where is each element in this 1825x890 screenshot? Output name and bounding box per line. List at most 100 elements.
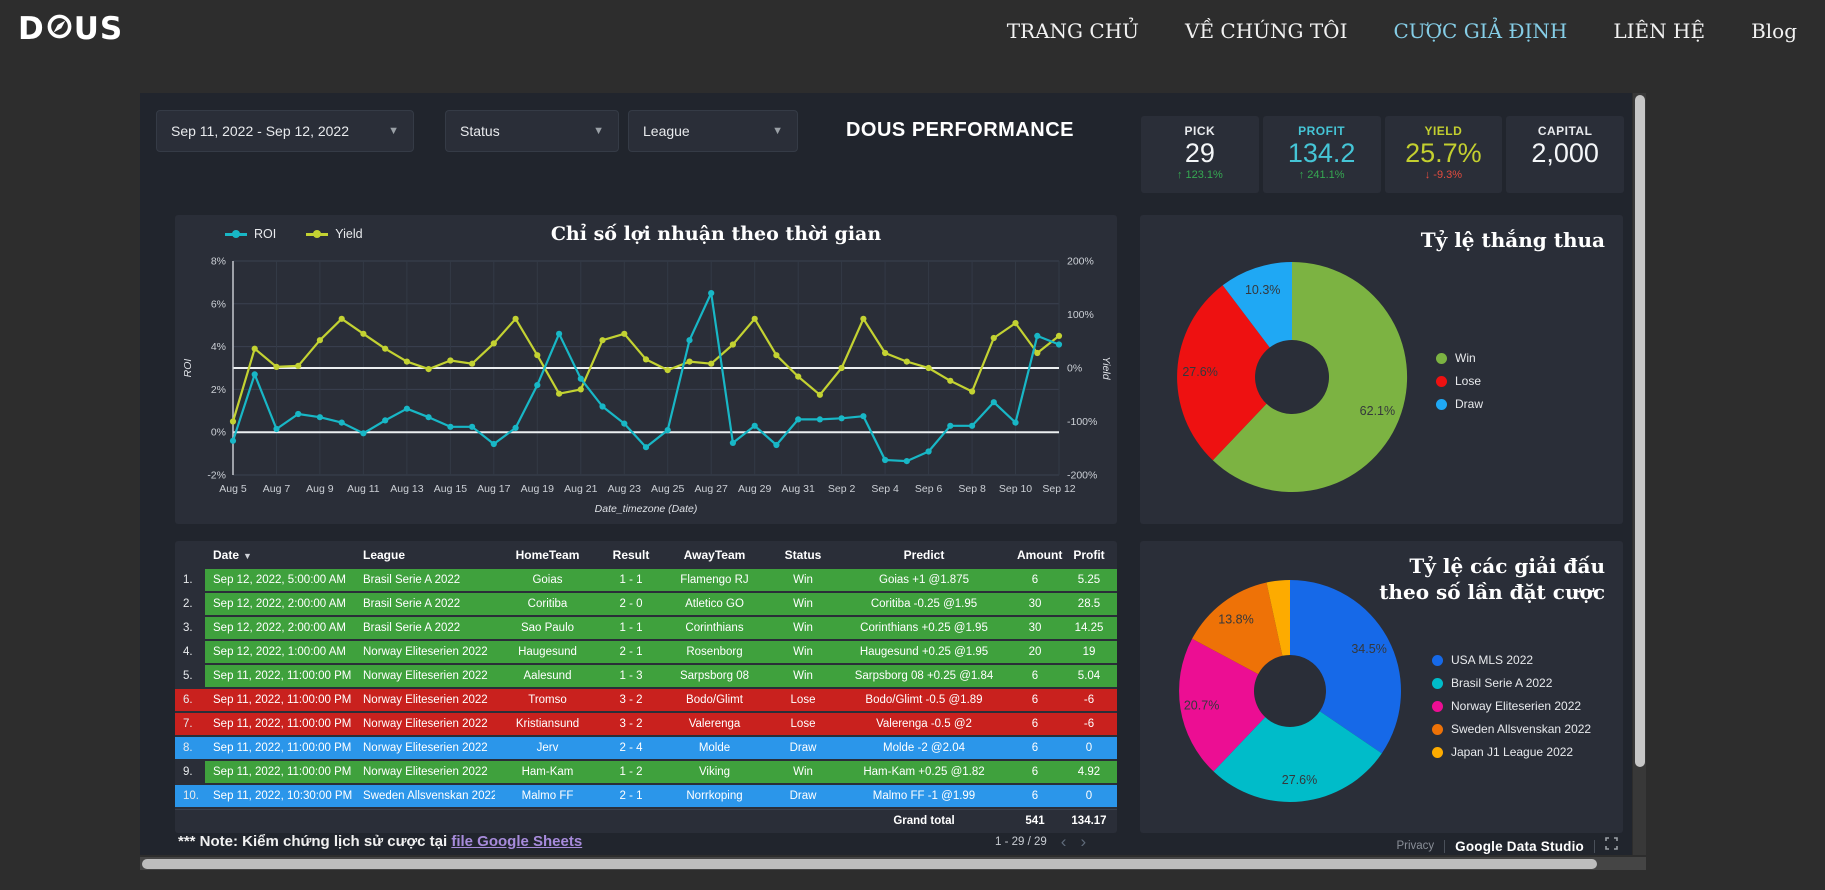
svg-text:27.6%: 27.6% xyxy=(1282,773,1317,787)
column-header[interactable]: League xyxy=(363,548,406,562)
pagination-label: 1 - 29 / 29 xyxy=(995,836,1047,848)
nav-link-contact[interactable]: LIÊN HỆ xyxy=(1613,19,1706,43)
table-cell: 1 - 1 xyxy=(600,569,662,591)
league-filter[interactable]: League ▼ xyxy=(628,110,798,152)
table-cell: 6 xyxy=(1009,689,1061,711)
column-header[interactable]: Date ▼ xyxy=(213,548,252,562)
svg-text:Aug 11: Aug 11 xyxy=(347,483,380,495)
chevron-down-icon: ▼ xyxy=(772,125,783,137)
table-cell: Corinthians xyxy=(662,617,767,639)
svg-text:Aug 21: Aug 21 xyxy=(564,483,597,495)
column-header[interactable]: Predict xyxy=(903,548,945,562)
grand-total-row: Grand total 541 134.17 xyxy=(175,809,1117,832)
table-cell: Norway Eliteserien 2022 xyxy=(355,761,495,783)
svg-text:13.8%: 13.8% xyxy=(1218,613,1253,627)
column-header[interactable]: HomeTeam xyxy=(515,548,580,562)
site-logo[interactable]: D US xyxy=(18,10,123,48)
svg-text:ROI: ROI xyxy=(182,359,194,378)
horizontal-scrollbar xyxy=(140,857,1646,870)
svg-text:Sep 6: Sep 6 xyxy=(915,483,943,495)
table-cell: Valerenga xyxy=(662,713,767,735)
nav-link-blog[interactable]: Blog xyxy=(1751,19,1797,43)
table-cell: Draw xyxy=(767,737,839,759)
table-cell: 19 xyxy=(1061,641,1117,663)
table-cell: 2 - 0 xyxy=(600,593,662,615)
column-header[interactable]: Profit xyxy=(1073,548,1105,562)
logo-text-left: D xyxy=(18,11,45,47)
column-header[interactable]: Status xyxy=(784,548,822,562)
date-range-filter[interactable]: Sep 11, 2022 - Sep 12, 2022 ▼ xyxy=(156,110,414,152)
table-cell: 20 xyxy=(1009,641,1061,663)
table-cell: Lose xyxy=(767,689,839,711)
league-share-donut-chart: Tỷ lệ các giải đấu theo số lần đặt cược … xyxy=(1140,541,1623,833)
status-filter-label: Status xyxy=(460,123,500,139)
sort-caret-icon: ▼ xyxy=(243,551,252,561)
legend-dot-icon xyxy=(1432,700,1443,712)
chevron-right-icon[interactable]: › xyxy=(1080,832,1087,851)
svg-text:Aug 27: Aug 27 xyxy=(695,483,728,495)
table-row: 4. Sep 12, 2022, 1:00:00 AM Norway Elitese… xyxy=(175,641,1117,663)
table-row: 1. Sep 12, 2022, 5:00:00 AM Brasil Serie A… xyxy=(175,569,1117,591)
status-filter[interactable]: Status ▼ xyxy=(445,110,619,152)
grand-total-label: Grand total xyxy=(839,809,1009,832)
vertical-scrollbar-thumb[interactable] xyxy=(1634,95,1645,767)
column-header[interactable]: AwayTeam xyxy=(683,548,746,562)
column-header[interactable]: Amount xyxy=(1017,548,1063,562)
google-sheets-link[interactable]: file Google Sheets xyxy=(451,833,583,850)
table-row: 10. Sep 11, 2022, 10:30:00 PM Sweden Allsv… xyxy=(175,785,1117,807)
report-canvas: Sep 11, 2022 - Sep 12, 2022 ▼ Status ▼ L… xyxy=(140,93,1632,855)
table-cell: Win xyxy=(767,641,839,663)
table-cell: 6 xyxy=(1009,713,1061,735)
column-header[interactable]: Result xyxy=(612,548,650,562)
table-cell: Brasil Serie A 2022 xyxy=(355,569,495,591)
table-cell: Bodo/Glimt xyxy=(662,689,767,711)
svg-text:Aug 7: Aug 7 xyxy=(263,483,291,495)
table-cell: Draw xyxy=(767,785,839,807)
kpi-label: PICK xyxy=(1184,124,1216,138)
svg-text:Aug 9: Aug 9 xyxy=(306,483,334,495)
legend-dot-icon xyxy=(1432,677,1443,689)
table-cell: 6 xyxy=(1009,785,1061,807)
table-cell: Sep 11, 2022, 11:00:00 PM xyxy=(205,737,355,759)
legend-item: Win xyxy=(1436,351,1483,365)
table-cell: Flamengo RJ xyxy=(662,569,767,591)
legend-item: Draw xyxy=(1436,397,1483,411)
table-cell: 28.5 xyxy=(1061,593,1117,615)
horizontal-scrollbar-thumb[interactable] xyxy=(142,858,1597,869)
kpi-value: 2,000 xyxy=(1531,138,1599,168)
divider xyxy=(1444,839,1446,853)
table-cell: Goias +1 @1.875 xyxy=(839,569,1009,591)
table-cell: 3 - 2 xyxy=(600,713,662,735)
privacy-link[interactable]: Privacy xyxy=(1396,840,1435,852)
table-cell: 3 - 2 xyxy=(600,689,662,711)
legend-item: Lose xyxy=(1436,374,1483,388)
table-cell: 1 - 3 xyxy=(600,665,662,687)
table-cell: 2 - 1 xyxy=(600,785,662,807)
table-cell: Brasil Serie A 2022 xyxy=(355,617,495,639)
google-data-studio-logo[interactable]: Google Data Studio xyxy=(1455,838,1584,854)
nav-link-home[interactable]: TRANG CHỦ xyxy=(1006,19,1139,43)
kpi-delta: ↑ 123.1% xyxy=(1176,169,1223,181)
legend-item: Norway Eliteserien 2022 xyxy=(1432,699,1591,713)
table-cell: 2 - 4 xyxy=(600,737,662,759)
table-cell: 6 xyxy=(1009,737,1061,759)
chevron-left-icon[interactable]: ‹ xyxy=(1060,832,1067,851)
line-chart-title: Chỉ số lợi nhuận theo thời gian xyxy=(550,223,882,245)
nav-link-hypothetical-bets[interactable]: CƯỢC GIẢ ĐỊNH xyxy=(1393,19,1568,43)
table-cell: Atletico GO xyxy=(662,593,767,615)
legend-dot-icon xyxy=(1436,352,1447,364)
svg-text:4%: 4% xyxy=(211,341,226,353)
svg-text:Aug 29: Aug 29 xyxy=(738,483,771,495)
roi-swatch-icon xyxy=(225,230,247,238)
svg-text:Yield: Yield xyxy=(1100,356,1112,380)
table-cell: Sep 12, 2022, 1:00:00 AM xyxy=(205,641,355,663)
fullscreen-icon[interactable] xyxy=(1605,837,1618,855)
svg-text:-2%: -2% xyxy=(207,470,226,482)
table-cell: Sep 11, 2022, 11:00:00 PM xyxy=(205,665,355,687)
kpi-capital: CAPITAL 2,000 xyxy=(1506,116,1624,193)
table-cell: Tromso xyxy=(495,689,600,711)
table-cell: Corinthians +0.25 @1.95 xyxy=(839,617,1009,639)
donut-slice xyxy=(1212,261,1408,492)
kpi-profit: PROFIT 134.2 ↑ 241.1% xyxy=(1262,116,1381,193)
nav-link-about[interactable]: VỀ CHÚNG TÔI xyxy=(1185,19,1348,43)
